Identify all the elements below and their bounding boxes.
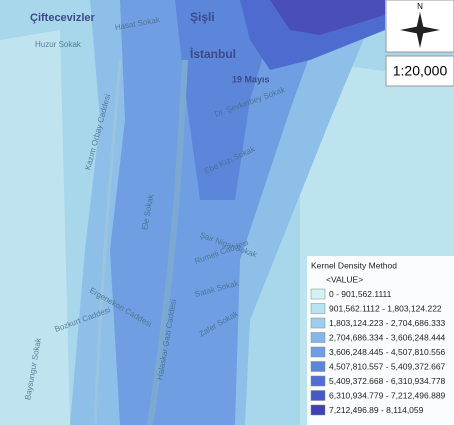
legend: Kernel Density Method <VALUE> 0 - 901,56… [307,256,454,425]
legend-swatch [310,404,326,416]
place-label: Çiftecevizler [30,12,96,24]
north-label: N [417,2,423,11]
legend-swatch [310,375,326,387]
legend-swatch [310,361,326,372]
road [147,59,188,425]
legend-swatch [310,390,326,401]
density-zone [0,30,70,425]
scale-label: 1:20,000 [393,63,448,79]
legend-label: 3,606,248.445 - 4,507,810.556 [329,347,446,357]
density-zone [270,0,385,35]
road [93,59,122,425]
legend-label: 1,803,124.223 - 2,704,686.333 [329,318,446,328]
legend-swatch [310,317,326,329]
density-zone [175,0,280,200]
legend-label: 6,310,934.779 - 7,212,496.889 [329,390,446,400]
place-label: İstanbul [190,46,236,61]
street-label: Huzur Sokak [35,40,82,49]
legend-field: <VALUE> [326,274,363,284]
place-label: Şişli [190,10,215,24]
legend-box [307,256,454,425]
legend-label: 2,704,686.334 - 3,606,248.444 [329,332,446,342]
place-label: 19 Mayıs [232,74,270,84]
legend-swatch [310,332,326,343]
legend-swatch [310,303,326,314]
legend-title: Kernel Density Method [311,260,397,270]
legend-swatch [310,346,326,358]
north-arrow [400,26,440,34]
legend-label: 5,409,372.668 - 6,310,934.778 [329,376,446,386]
legend-label: 4,507,810.557 - 5,409,372.667 [329,361,446,371]
legend-label: 7,212,496.89 - 8,114,059 [329,405,424,415]
legend-label: 901,562.1112 - 1,803,124.222 [329,303,442,313]
legend-swatch [310,288,326,300]
legend-label: 0 - 901,562.1111 [329,289,392,299]
scale-box [385,55,454,87]
